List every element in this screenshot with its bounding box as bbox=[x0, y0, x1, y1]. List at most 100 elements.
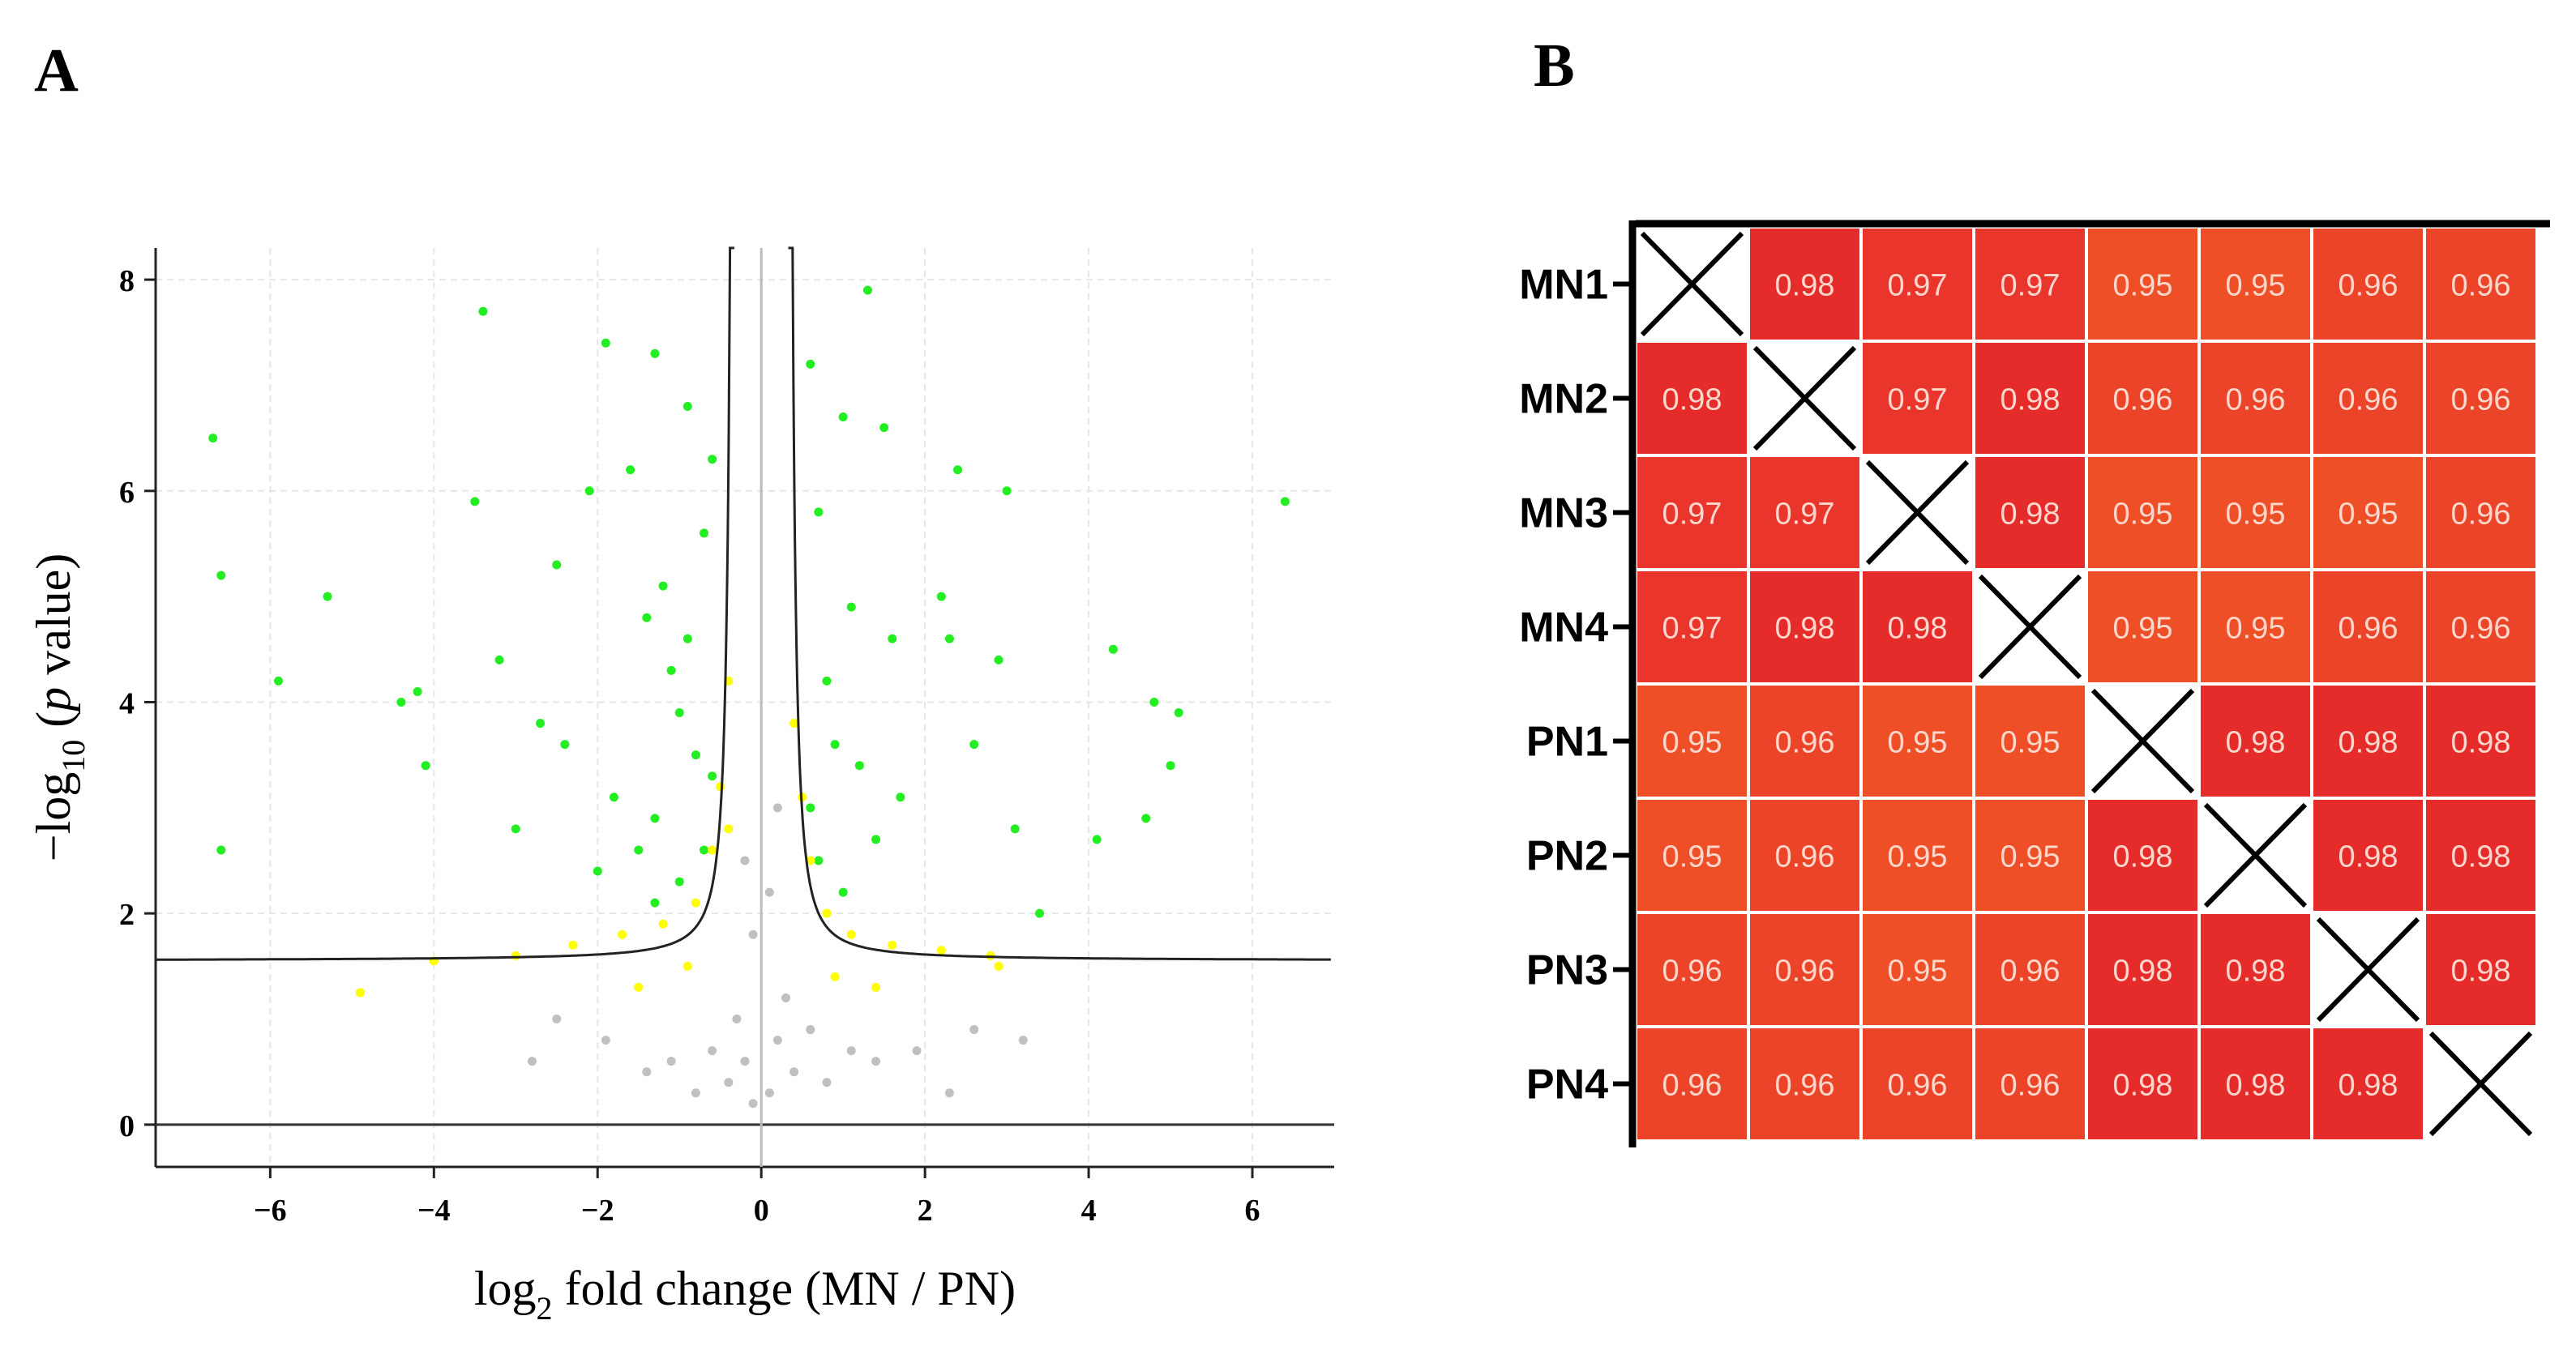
panel-b-label: B bbox=[1534, 32, 1575, 100]
heatmap-cell-value-2-7: 0.96 bbox=[2451, 498, 2511, 532]
fold-change-only-point-23 bbox=[994, 961, 1003, 971]
heatmap-cell-value-3-6: 0.96 bbox=[2339, 612, 2398, 646]
heatmap-cell-value-3-0: 0.97 bbox=[1662, 612, 1722, 646]
not-significant-point-3 bbox=[772, 1036, 782, 1045]
not-significant-point-20 bbox=[740, 856, 750, 865]
fold-change-only-point-6 bbox=[511, 951, 520, 960]
significant-point-33 bbox=[806, 359, 815, 369]
heatmap-cell-7-1 bbox=[1750, 1028, 1859, 1139]
diagonal-cross-b-2 bbox=[1865, 459, 1970, 566]
significant-point-29 bbox=[511, 824, 520, 834]
heatmap-cell-1-4 bbox=[2088, 343, 2197, 454]
significant-point-55 bbox=[1141, 814, 1151, 823]
heatmap-cell-7-2 bbox=[1863, 1028, 1972, 1139]
heatmap-cell-4-0 bbox=[1637, 686, 1747, 797]
fold-change-only-point-15 bbox=[846, 929, 856, 939]
significant-point-50 bbox=[1002, 486, 1012, 496]
not-significant-point-22 bbox=[748, 929, 758, 939]
heatmap-cell-value-1-5: 0.96 bbox=[2226, 383, 2286, 417]
heatmap-cell-6-4 bbox=[2088, 914, 2197, 1025]
significant-point-51 bbox=[1010, 824, 1020, 834]
row-label-MN4: MN4 bbox=[1519, 605, 1608, 652]
heatmap-cell-value-4-2: 0.95 bbox=[1888, 726, 1948, 760]
panel-a-label: A bbox=[34, 36, 79, 105]
not-significant-point-21 bbox=[772, 803, 782, 813]
significant-point-1 bbox=[216, 570, 226, 580]
significant-point-61 bbox=[814, 856, 824, 865]
significant-point-36 bbox=[830, 740, 840, 750]
fold-change-only-point-1 bbox=[708, 845, 717, 855]
heatmap-cell-value-1-2: 0.97 bbox=[1888, 383, 1948, 417]
heatmap-cell-value-0-1: 0.98 bbox=[1775, 269, 1835, 303]
significant-point-14 bbox=[601, 338, 610, 348]
y-axis-label-part-4: value) bbox=[27, 553, 80, 687]
x-tick-label-4: 2 bbox=[918, 1194, 933, 1228]
heatmap-cell-value-7-4: 0.98 bbox=[2113, 1069, 2173, 1103]
significant-point-39 bbox=[854, 761, 864, 771]
fold-change-only-point-21 bbox=[789, 719, 799, 728]
significant-point-37 bbox=[838, 412, 848, 422]
heatmap-cell-value-6-5: 0.98 bbox=[2226, 955, 2286, 989]
heatmap-cell-2-1 bbox=[1750, 457, 1859, 568]
heatmap-cell-value-6-2: 0.95 bbox=[1888, 955, 1948, 989]
x-axis-label: log2 fold change (MN / PN) bbox=[474, 1262, 1016, 1327]
heatmap-cell-value-7-0: 0.96 bbox=[1662, 1069, 1722, 1103]
threshold-curve-left bbox=[156, 246, 734, 961]
heatmap-cell-4-1 bbox=[1750, 686, 1859, 797]
not-significant-point-24 bbox=[944, 1088, 954, 1098]
heatmap-cell-2-4 bbox=[2088, 457, 2197, 568]
heatmap-cell-1-6 bbox=[2313, 343, 2423, 454]
y-tick-label-2: 4 bbox=[119, 686, 135, 720]
y-tick-label-4: 8 bbox=[119, 264, 135, 298]
not-significant-point-13 bbox=[846, 1046, 856, 1056]
not-significant-point-7 bbox=[789, 1067, 799, 1077]
significant-point-8 bbox=[470, 497, 480, 506]
not-significant-point-23 bbox=[764, 887, 774, 897]
heatmap-cell-value-3-7: 0.96 bbox=[2451, 612, 2511, 646]
not-significant-point-0 bbox=[748, 1099, 758, 1109]
fold-change-only-point-20 bbox=[871, 982, 881, 992]
heatmap-cell-value-4-1: 0.96 bbox=[1775, 726, 1835, 760]
heatmap-cell-0-4 bbox=[2088, 229, 2197, 340]
heatmap-cell-value-2-0: 0.97 bbox=[1662, 498, 1722, 532]
diagonal-cross-b-4 bbox=[2090, 688, 2195, 794]
heatmap-cell-7-6 bbox=[2313, 1028, 2423, 1139]
significant-point-40 bbox=[862, 285, 872, 295]
heatmap-cell-value-2-5: 0.95 bbox=[2226, 498, 2286, 532]
heatmap-cell-value-0-5: 0.95 bbox=[2226, 269, 2286, 303]
fold-change-only-point-17 bbox=[936, 946, 946, 955]
y-tick-label-1: 2 bbox=[119, 898, 135, 932]
heatmap-cell-3-1 bbox=[1750, 571, 1859, 682]
heatmap-cell-3-6 bbox=[2313, 571, 2423, 682]
y-tick-label-0: 0 bbox=[119, 1109, 135, 1143]
significant-point-3 bbox=[273, 676, 283, 686]
heatmap-cell-6-2 bbox=[1863, 914, 1972, 1025]
fold-change-only-point-0 bbox=[716, 782, 725, 792]
significant-point-30 bbox=[642, 613, 652, 622]
not-significant-point-2 bbox=[740, 1057, 750, 1066]
significant-point-48 bbox=[969, 740, 979, 750]
heatmap-cell-1-7 bbox=[2426, 343, 2535, 454]
significant-point-20 bbox=[683, 634, 692, 643]
significant-point-6 bbox=[413, 686, 422, 696]
heatmap-cell-value-3-4: 0.95 bbox=[2113, 612, 2173, 646]
not-significant-point-8 bbox=[708, 1046, 717, 1056]
significant-point-22 bbox=[700, 528, 709, 538]
significant-point-49 bbox=[994, 655, 1003, 664]
y-tick-label-3: 6 bbox=[119, 476, 135, 510]
row-label-PN3: PN3 bbox=[1526, 947, 1608, 994]
heatmap-cell-value-2-6: 0.95 bbox=[2339, 498, 2398, 532]
not-significant-point-11 bbox=[822, 1078, 832, 1087]
heatmap-cell-value-4-5: 0.98 bbox=[2226, 726, 2286, 760]
significant-point-25 bbox=[634, 845, 644, 855]
significant-point-52 bbox=[1035, 908, 1044, 918]
significant-point-38 bbox=[846, 602, 856, 612]
significant-point-24 bbox=[609, 793, 618, 802]
heatmap-cell-4-3 bbox=[1975, 686, 2085, 797]
y-axis-label-part-3: p bbox=[27, 687, 80, 715]
heatmap-cell-4-5 bbox=[2201, 686, 2310, 797]
not-significant-point-6 bbox=[724, 1078, 734, 1087]
significant-point-12 bbox=[560, 740, 570, 750]
heatmap-cell-value-5-0: 0.95 bbox=[1662, 840, 1722, 874]
